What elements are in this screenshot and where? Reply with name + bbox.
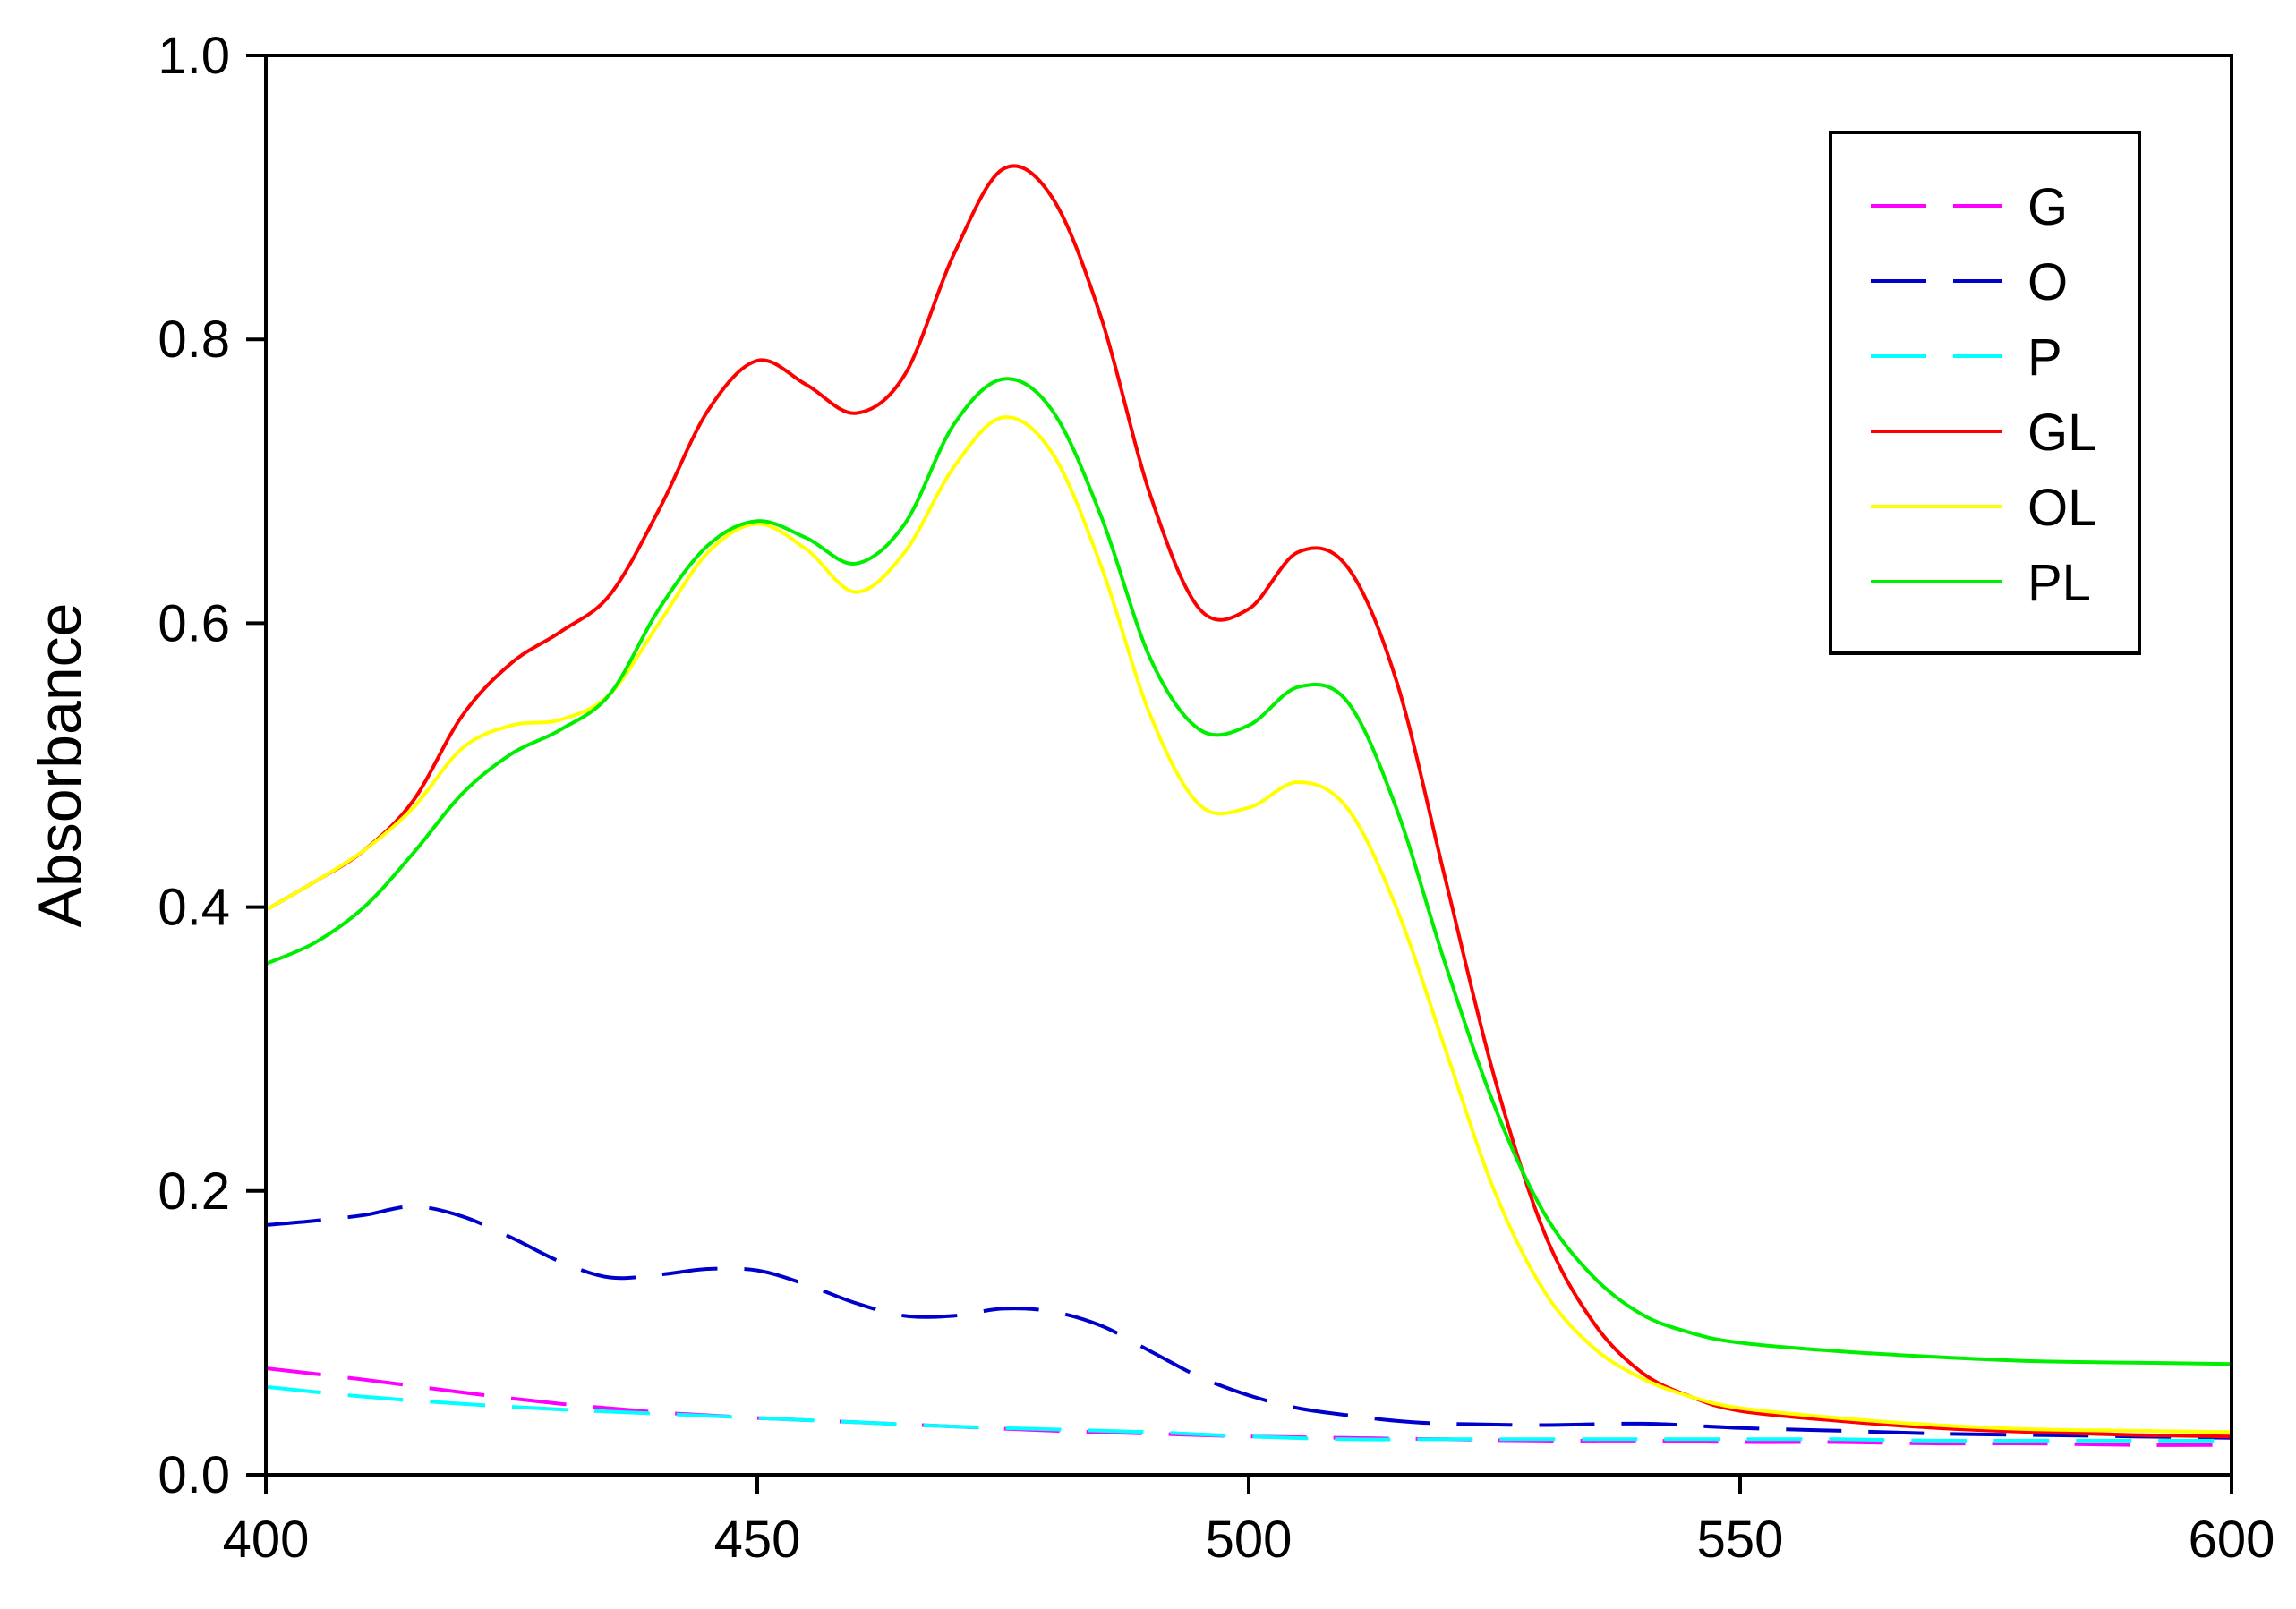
series-line-ol	[264, 415, 2232, 1434]
x-tick-label: 600	[2189, 1511, 2275, 1569]
y-tick-label: 0.2	[158, 1162, 230, 1221]
y-tick-label: 0.6	[158, 594, 230, 652]
legend-label-ol: OL	[2027, 479, 2096, 537]
y-tick-label: 0.8	[158, 311, 230, 369]
legend-label-gl: GL	[2027, 404, 2096, 462]
legend-label-o: O	[2027, 253, 2068, 311]
x-tick-label: 400	[223, 1511, 310, 1569]
ticks-layer: 400 450 500 550 600 0.0 0.2 0.4 0.6 0.8 1.0	[158, 27, 2275, 1569]
legend-label-p: P	[2027, 328, 2062, 387]
legend-label-pl: PL	[2027, 554, 2091, 612]
x-tick-label: 500	[1206, 1511, 1293, 1569]
y-tick-label: 0.0	[158, 1446, 230, 1504]
y-axis-title: Absorbance	[26, 603, 94, 928]
series-line-g	[265, 1366, 2232, 1447]
series-line-o	[265, 1205, 2232, 1440]
x-tick-label: 550	[1697, 1511, 1784, 1569]
series-layer	[264, 164, 2232, 1447]
series-line-pl	[265, 377, 2232, 1366]
y-tick-label: 1.0	[158, 27, 230, 85]
legend: GOP GL OL PL	[1829, 131, 2141, 655]
y-tick-label: 0.4	[158, 879, 230, 937]
legend-box	[1829, 131, 2141, 655]
x-tick-label: 450	[714, 1511, 801, 1569]
legend-label-g: G	[2027, 178, 2068, 236]
